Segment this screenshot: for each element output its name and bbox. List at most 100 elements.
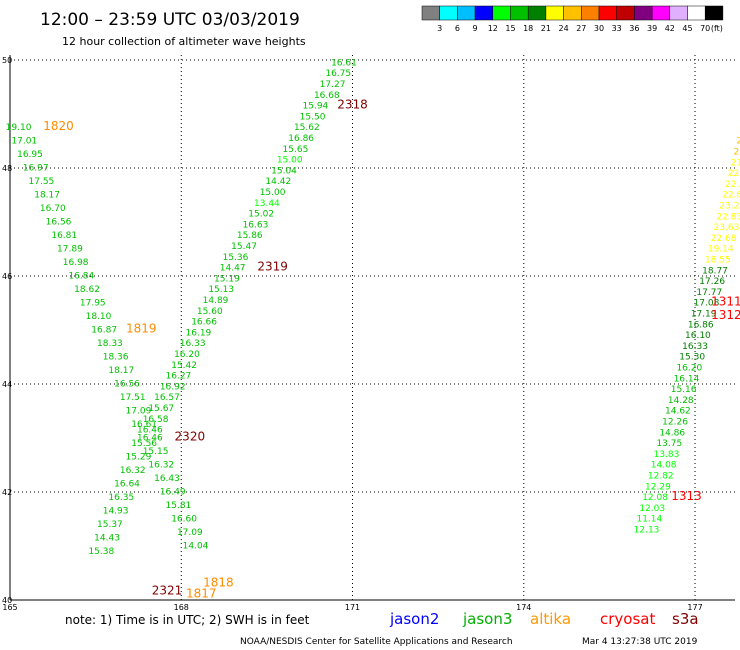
legend-tick-label: 36 <box>629 24 639 33</box>
wave-height-value: 16.57 <box>154 393 180 403</box>
wave-height-value: 22.68 <box>711 234 737 244</box>
y-tick-label: 42 <box>2 488 12 497</box>
wave-height-value: 15.36 <box>223 253 249 263</box>
wave-height-value: 17.95 <box>80 299 106 309</box>
legend-swatch <box>545 5 564 21</box>
y-tick-label: 40 <box>2 596 12 605</box>
wave-height-value: 17.51 <box>120 393 146 403</box>
grid <box>10 55 735 600</box>
footer-note: note: 1) Time is in UTC; 2) SWH is in fe… <box>65 613 310 627</box>
wave-height-value: 15.60 <box>197 307 223 317</box>
wave-height-value: 15.56 <box>131 439 157 449</box>
legend-swatch <box>651 5 671 21</box>
axis-ticks: 165 168 171 174 177 40 42 44 46 48 50 <box>2 56 703 612</box>
wave-height-value: 16.66 <box>191 318 217 328</box>
wave-height-value: 15.00 <box>277 156 303 166</box>
wave-height-value: 22.22 <box>728 169 740 179</box>
legend-swatch <box>474 5 494 21</box>
wave-height-value: 14.04 <box>183 542 209 552</box>
wave-height-value: 14.89 <box>203 296 229 306</box>
wave-height-value: 15.67 <box>148 404 174 414</box>
wave-height-value: 13.75 <box>656 439 682 449</box>
pass-number-label: 2321 <box>152 584 183 598</box>
wave-height-value: 16.63 <box>243 220 269 230</box>
x-tick-label: 168 <box>174 603 189 612</box>
legend-tick-label: 30 <box>594 24 604 33</box>
wave-height-value: 15.30 <box>679 353 705 363</box>
wave-height-value: 16.35 <box>108 493 134 503</box>
pass-number-label: 1820 <box>43 119 74 133</box>
wave-height-value: 19.14 <box>708 245 734 255</box>
pass-number-label: 2320 <box>175 430 206 444</box>
wave-height-value: 16.20 <box>676 364 702 374</box>
wave-height-value: 22.83 <box>716 212 740 222</box>
legend-swatch <box>581 5 600 21</box>
legend-tick-label: 24 <box>559 24 569 33</box>
legend-tick-label: 15 <box>505 24 515 33</box>
legend-tick-label: 9 <box>473 24 478 33</box>
y-tick-label: 46 <box>2 272 12 281</box>
chart-title: 12:00 – 23:59 UTC 03/03/2019 <box>40 10 300 30</box>
legend-tick-label: 39 <box>647 24 657 33</box>
wave-height-value: 23.24 <box>719 202 740 212</box>
legend-tick-label: 21 <box>541 24 551 33</box>
pass-number-label: 1313 <box>671 489 702 503</box>
wave-height-value: 15.94 <box>303 102 329 112</box>
legend-swatch <box>421 5 440 21</box>
pass-number-label: 1312 <box>711 308 740 322</box>
wave-height-value: 15.42 <box>171 361 197 371</box>
legend-tick-label: 45 <box>682 24 692 33</box>
wave-height-value: 16.75 <box>325 69 351 79</box>
satellite-jason3-label: jason3 <box>462 610 512 628</box>
wave-height-value: 16.86 <box>688 320 714 330</box>
x-tick-label: 171 <box>345 603 360 612</box>
wave-height-value: 15.02 <box>248 210 274 220</box>
wave-height-value: 19.10 <box>6 123 32 133</box>
wave-height-value: 11.14 <box>636 515 662 525</box>
wave-height-value: 16.20 <box>174 350 200 360</box>
wave-height-value: 16.56 <box>114 380 140 390</box>
x-tick-label: 174 <box>516 603 531 612</box>
wave-height-value: 16.46 <box>137 434 163 444</box>
legend-swatch <box>492 5 511 21</box>
legend-tick-label: 27 <box>576 24 586 33</box>
legend-tick-label: 18 <box>523 24 533 33</box>
wave-height-value: 12.29 <box>645 482 671 492</box>
wave-height-value: 16.97 <box>23 164 49 174</box>
legend-swatch <box>598 5 617 21</box>
axes <box>9 55 735 601</box>
wave-height-value: 16.81 <box>51 231 77 241</box>
color-scale-legend: 3 6 9 12 15 18 21 24 27 30 33 36 39 42 45 70 (ft) <box>421 5 724 33</box>
x-tick-label: 165 <box>2 603 17 612</box>
wave-height-value: 18.36 <box>103 353 129 363</box>
wave-height-value: 15.65 <box>283 145 309 155</box>
wave-height-value: 16.19 <box>186 328 212 338</box>
legend-swatch <box>439 5 458 21</box>
wave-height-value: 16.32 <box>148 461 174 471</box>
wave-height-value: 17.27 <box>320 80 346 90</box>
wave-height-value: 16.68 <box>314 91 340 101</box>
wave-height-value: 16.33 <box>682 342 708 352</box>
legend-unit-label: (ft) <box>711 24 723 33</box>
wave-height-value: 16.92 <box>160 382 186 392</box>
pass-labels: 1310131113111312131323182319232023211820… <box>43 98 740 601</box>
wave-height-value: 18.55 <box>705 256 731 266</box>
footer-credit: NOAA/NESDIS Center for Satellite Applica… <box>240 637 513 647</box>
wave-height-value: 13.44 <box>254 199 280 209</box>
pass-number-label: 1818 <box>203 576 234 590</box>
wave-height-value: 21.45 <box>731 158 740 168</box>
pass-number-label: 2318 <box>337 98 368 112</box>
wave-height-value: 14.28 <box>668 396 694 406</box>
wave-height-value: 15.47 <box>231 242 257 252</box>
wave-height-value: 17.77 <box>696 288 722 298</box>
pass-number-label: 1819 <box>126 322 157 336</box>
wave-height-value: 16.84 <box>68 272 94 282</box>
wave-height-value: 18.17 <box>108 366 134 376</box>
wave-height-value: 18.10 <box>86 312 112 322</box>
satellite-jason2-label: jason2 <box>389 610 439 628</box>
wave-height-value: 16.46 <box>137 426 163 436</box>
wave-height-value: 14.42 <box>265 177 291 187</box>
footer-generated-time: Mar 4 13:27:38 UTC 2019 <box>582 637 698 647</box>
